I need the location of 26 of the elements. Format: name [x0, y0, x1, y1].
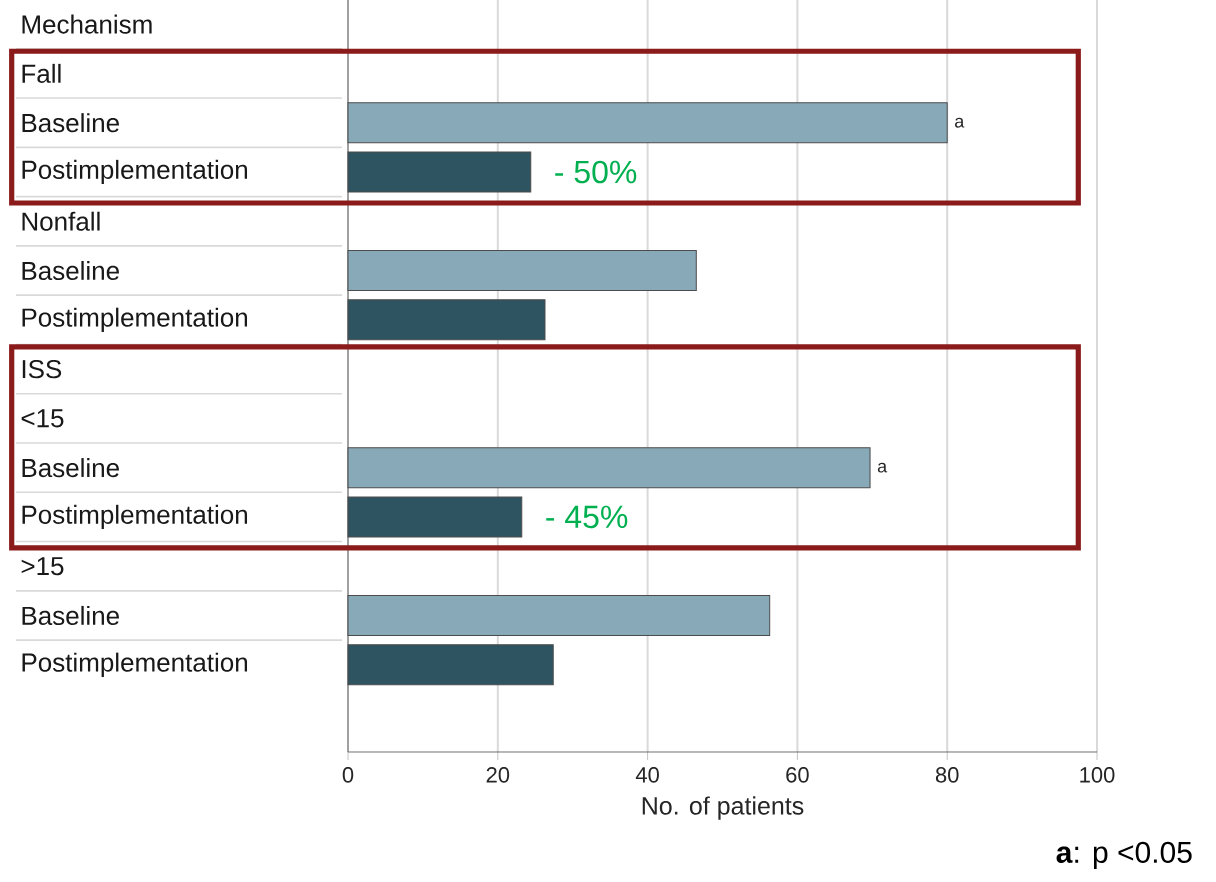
y-tick-label: Fall: [22, 63, 61, 83]
y-tick-label: Baseline: [22, 113, 119, 133]
x-tick-label: 40: [635, 767, 659, 783]
y-tick-label: Nonfall: [22, 211, 100, 231]
y-tick-label: Baseline: [22, 260, 119, 281]
annotation: - 45%: [546, 505, 628, 529]
y-tick-label: >15: [21, 557, 64, 576]
y-tick-label: Postimplementation: [22, 159, 248, 185]
x-tick-label: 20: [486, 767, 510, 783]
y-tick-label: Baseline: [22, 605, 119, 626]
y-tick-label: ISS: [22, 359, 62, 379]
data-label: a: [955, 117, 965, 128]
x-tick-label: 60: [786, 767, 809, 783]
annotation: - 50%: [555, 160, 637, 184]
x-axis-title: No. of patients: [642, 796, 804, 820]
y-tick-label: Postimplementation: [22, 504, 248, 530]
x-tick-label: 0: [342, 767, 354, 783]
data-label: a: [877, 462, 888, 473]
y-tick-label: Baseline: [22, 458, 119, 478]
y-tick-label: Postimplementation: [22, 652, 248, 677]
y-tick-label: Mechanism: [22, 14, 152, 34]
y-tick-label: Postimplementation: [22, 307, 248, 332]
x-tick-label: 100: [1080, 767, 1115, 783]
x-tick-label: 80: [935, 767, 959, 783]
text: a: p <0.05: [1056, 841, 1192, 869]
y-tick-label: <15: [21, 409, 64, 428]
